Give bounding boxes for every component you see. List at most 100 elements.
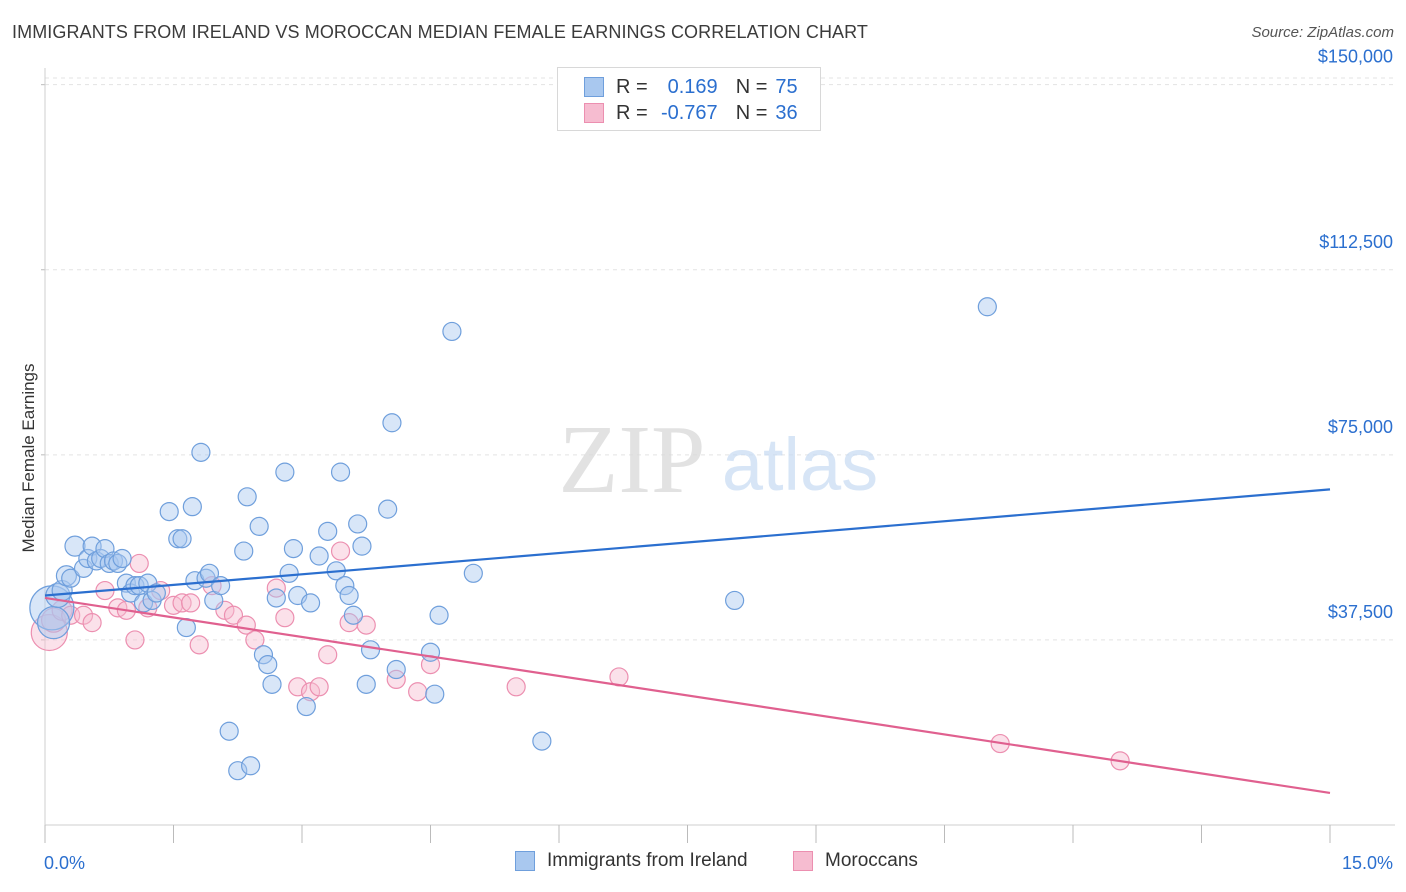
ireland-point bbox=[360, 640, 381, 660]
moroccan-point bbox=[275, 608, 295, 628]
y-axis-label: Median Female Earnings bbox=[19, 364, 38, 553]
moroccan-swatch bbox=[793, 851, 813, 871]
correlation-legend: R = 0.169 N = 75 R = -0.767 N = 36 bbox=[557, 67, 821, 131]
ireland-swatch bbox=[584, 77, 604, 97]
moroccan-point bbox=[30, 613, 68, 652]
legend-row-ireland: R = 0.169 N = 75 bbox=[584, 74, 798, 100]
x-tick-label-min: 0.0% bbox=[44, 853, 85, 873]
r-label: R = bbox=[616, 101, 648, 124]
chart-source: Source: ZipAtlas.com bbox=[1251, 24, 1394, 41]
ireland-point bbox=[352, 536, 372, 556]
watermark: ZIP atlas bbox=[559, 406, 879, 514]
ireland-point bbox=[330, 462, 351, 482]
ireland-point bbox=[249, 516, 269, 537]
ireland-swatch bbox=[515, 851, 535, 871]
moroccan-point bbox=[330, 541, 351, 561]
ireland-point bbox=[258, 654, 278, 675]
ireland-point bbox=[191, 442, 211, 462]
r-label: R = bbox=[616, 75, 648, 98]
ireland-point bbox=[275, 462, 295, 482]
moroccan-point bbox=[266, 578, 286, 598]
ireland-point bbox=[253, 645, 274, 665]
watermark-atlas: atlas bbox=[722, 423, 878, 506]
ireland-point bbox=[61, 568, 81, 588]
ireland-point bbox=[168, 529, 188, 549]
ireland-point bbox=[463, 563, 483, 583]
n-label: N = bbox=[735, 101, 768, 124]
series-legend: Immigrants from Ireland Moroccans bbox=[0, 850, 1406, 880]
x-tick-label-max: 15.0% bbox=[1342, 853, 1393, 873]
axes bbox=[41, 68, 1395, 843]
ireland-point bbox=[420, 642, 441, 662]
moroccan-point bbox=[125, 630, 145, 650]
ireland-point bbox=[64, 535, 86, 557]
ireland-point bbox=[29, 585, 75, 631]
series-immigrants-from-ireland bbox=[29, 297, 997, 781]
ireland-point bbox=[262, 674, 282, 694]
legend-item-moroccans[interactable]: Moroccans bbox=[793, 850, 918, 872]
ireland-point bbox=[228, 761, 248, 781]
ireland-point bbox=[442, 321, 462, 342]
ireland-point bbox=[211, 576, 231, 596]
y-tick-label: $150,000 bbox=[1318, 47, 1393, 67]
moroccan-swatch bbox=[584, 103, 604, 123]
ireland-point bbox=[382, 413, 402, 433]
ireland-point bbox=[386, 659, 406, 680]
ireland-point bbox=[378, 499, 398, 519]
ireland-point bbox=[300, 593, 321, 613]
chart-title: IMMIGRANTS FROM IRELAND VS MOROCCAN MEDI… bbox=[12, 22, 869, 42]
ireland-point bbox=[425, 684, 445, 704]
moroccan-point bbox=[129, 553, 149, 574]
ireland-point bbox=[279, 563, 299, 583]
moroccan-point bbox=[309, 677, 329, 697]
y-tick-label: $75,000 bbox=[1328, 417, 1393, 437]
legend-row-moroccans: R = -0.767 N = 36 bbox=[584, 100, 798, 126]
n-value: 75 bbox=[775, 75, 798, 98]
y-tick-label: $37,500 bbox=[1328, 602, 1393, 622]
ireland-point bbox=[146, 583, 166, 603]
r-value: 0.169 bbox=[667, 75, 718, 98]
n-label: N = bbox=[735, 75, 768, 98]
ireland-point bbox=[266, 588, 286, 608]
watermark-zip: ZIP bbox=[559, 406, 706, 514]
moroccan-point bbox=[408, 682, 428, 702]
legend-label: Moroccans bbox=[825, 850, 918, 871]
moroccan-point bbox=[356, 615, 376, 635]
moroccan-point bbox=[223, 605, 244, 625]
legend-label: Immigrants from Ireland bbox=[547, 850, 748, 871]
trend-lines bbox=[44, 488, 1331, 795]
moroccan-point bbox=[181, 593, 201, 613]
ireland-point bbox=[356, 674, 376, 694]
ireland-point bbox=[348, 514, 368, 534]
ireland-point bbox=[237, 487, 257, 507]
ireland-point bbox=[241, 756, 261, 776]
tick-labels: $37,500 $75,000 $112,500 $150,000 0.0% 15.0% bbox=[44, 47, 1393, 873]
ireland-point bbox=[725, 590, 745, 611]
ireland-point bbox=[219, 721, 239, 741]
ireland-point bbox=[36, 606, 71, 640]
ireland-point bbox=[182, 497, 202, 517]
ireland-point bbox=[112, 548, 132, 569]
ireland-point bbox=[172, 529, 192, 549]
legend-item-ireland[interactable]: Immigrants from Ireland bbox=[515, 850, 748, 872]
ireland-point bbox=[532, 731, 552, 751]
y-tick-label: $112,500 bbox=[1319, 232, 1393, 252]
n-value: 36 bbox=[775, 101, 798, 124]
moroccan-trend-line bbox=[44, 596, 1331, 795]
moroccan-point bbox=[386, 669, 406, 690]
moroccan-point bbox=[82, 613, 102, 633]
moroccan-point bbox=[318, 645, 338, 665]
moroccan-point bbox=[506, 677, 526, 697]
ireland-point bbox=[318, 521, 338, 541]
ireland-point bbox=[343, 605, 363, 625]
r-value: -0.767 bbox=[660, 101, 718, 124]
ireland-point bbox=[283, 539, 304, 559]
ireland-point bbox=[296, 696, 316, 717]
moroccan-point bbox=[288, 677, 308, 697]
ireland-point bbox=[159, 501, 179, 522]
moroccan-point bbox=[189, 635, 209, 655]
ireland-point bbox=[234, 541, 254, 561]
ireland-point bbox=[309, 546, 329, 566]
ireland-point bbox=[335, 576, 355, 596]
